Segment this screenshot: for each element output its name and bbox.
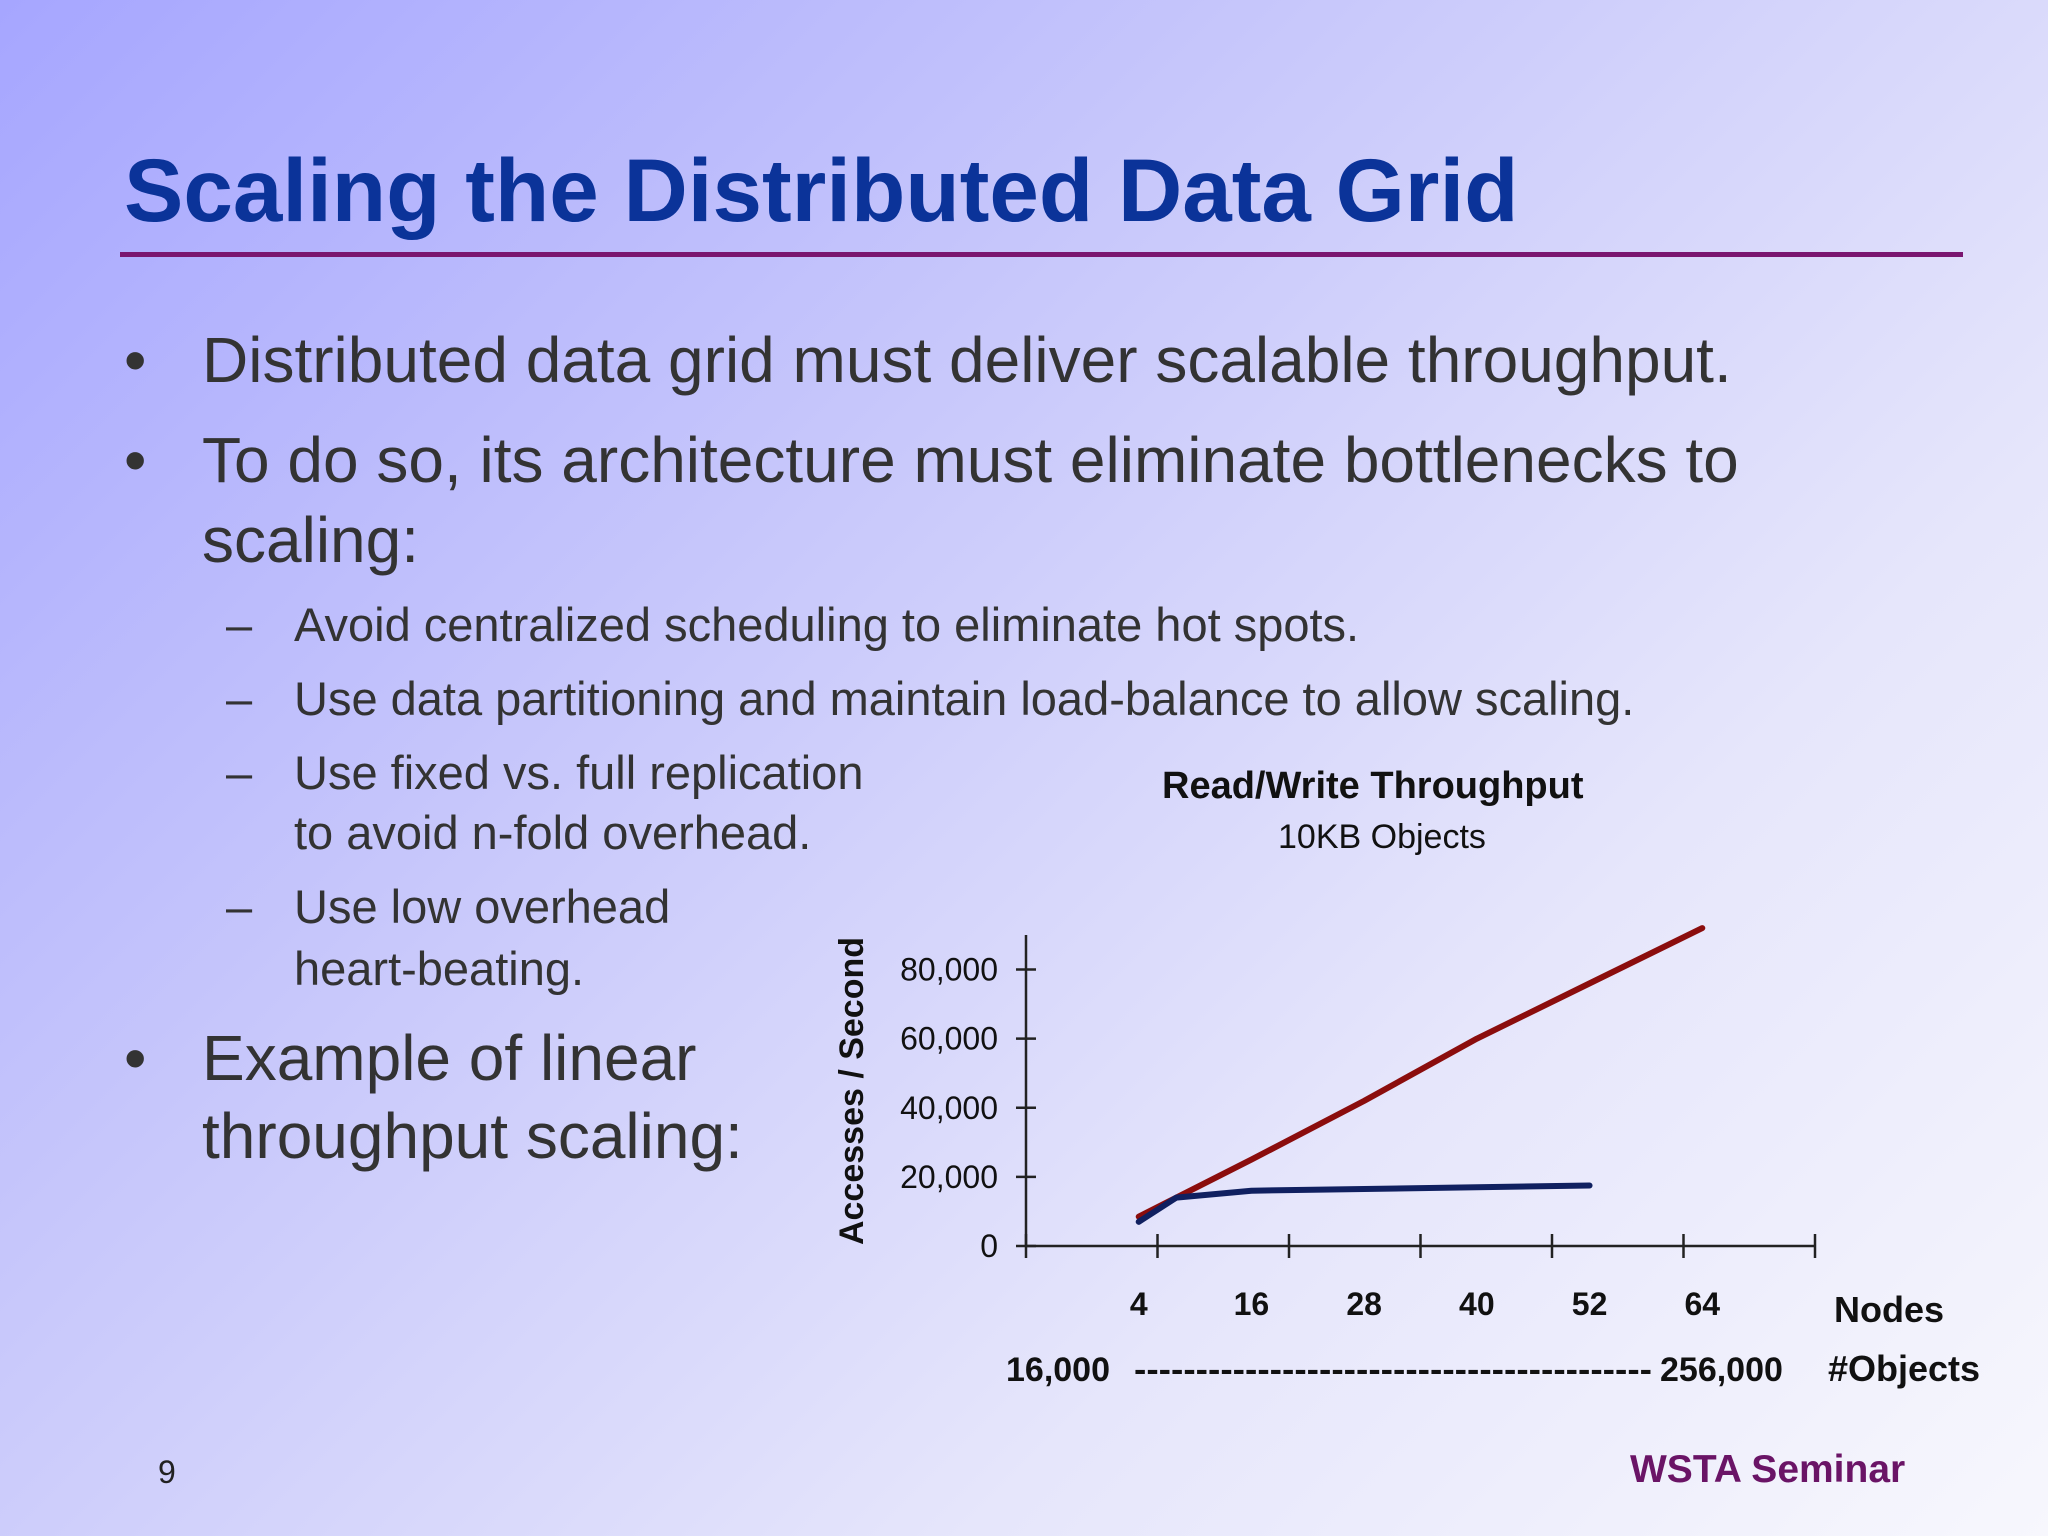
bullet-text: To do so, its architecture must eliminat… [202, 424, 1739, 496]
sub-bullet-mark: – [226, 746, 253, 799]
sub-bullet-mark: – [226, 672, 253, 725]
sub-bullet-text: Use data partitioning and maintain load-… [294, 672, 1635, 725]
y-tick-label: 60,000 [900, 1021, 998, 1057]
slide-number: 9 [158, 1454, 176, 1490]
chart-labels: 4 16 28 40 52 64 0 20,000 40,000 60,000 80,000 Acce… [833, 937, 1980, 1389]
chart-title: Read/Write Throughput [1162, 765, 1584, 807]
y-tick-label: 20,000 [900, 1159, 998, 1195]
bullet-mark: • [124, 324, 147, 396]
series-line-1 [1135, 925, 1706, 1220]
bullet-mark: • [124, 424, 147, 496]
y-tick-label: 0 [980, 1228, 998, 1264]
x-tick-label: 28 [1346, 1286, 1382, 1322]
series-line-2 [1135, 1182, 1593, 1225]
chart-subtitle: 10KB Objects [1278, 818, 1486, 856]
y-tick-label: 40,000 [900, 1090, 998, 1126]
x2-axis-label: #Objects [1828, 1348, 1980, 1389]
sub-bullet-text: Use low overhead [294, 880, 671, 933]
sub-bullet-text: Avoid centralized scheduling to eliminat… [294, 598, 1360, 651]
bullet-text: Distributed data grid must deliver scala… [202, 324, 1732, 396]
sub-bullet-text: Use fixed vs. full replication [294, 746, 864, 799]
sub-bullet-text: heart-beating. [294, 942, 585, 995]
objects-range-dashes: ----------------------------------------… [1134, 1351, 1652, 1389]
bullet-mark: • [124, 1022, 147, 1094]
bullet-text: throughput scaling: [202, 1100, 743, 1172]
sub-bullet-text: to avoid n-fold overhead. [294, 806, 812, 859]
slide-title: Scaling the Distributed Data Grid [124, 140, 1519, 240]
sub-bullet-mark: – [226, 598, 253, 651]
footer-label: WSTA Seminar [1630, 1448, 1906, 1491]
sub-bullet-mark: – [226, 880, 253, 933]
x-tick-label: 16 [1234, 1286, 1270, 1322]
x-tick-label: 40 [1459, 1286, 1495, 1322]
x-tick-label: 64 [1684, 1286, 1720, 1322]
objects-range-start: 16,000 [1006, 1351, 1110, 1389]
x-tick-label: 4 [1130, 1286, 1148, 1322]
bullet-text: scaling: [202, 504, 419, 576]
chart-axes [1016, 935, 1817, 1258]
x-axis-label: Nodes [1834, 1289, 1944, 1330]
objects-range-end: 256,000 [1660, 1351, 1783, 1389]
x-tick-label: 52 [1572, 1286, 1608, 1322]
y-axis-label: Accesses / Second [833, 937, 871, 1245]
y-tick-label: 80,000 [900, 952, 998, 988]
title-divider [120, 252, 1963, 257]
chart-series [1135, 925, 1706, 1225]
bullet-text: Example of linear [202, 1022, 697, 1094]
